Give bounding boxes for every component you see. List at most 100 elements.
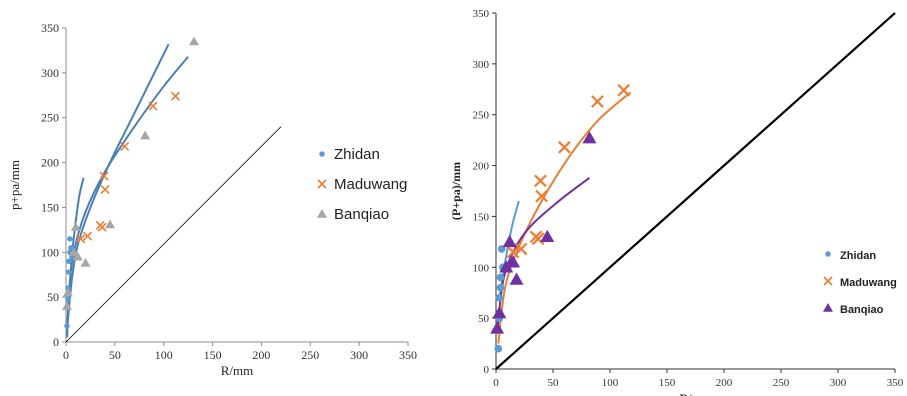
legend-marker xyxy=(319,151,325,157)
data-point xyxy=(82,231,93,241)
data-point xyxy=(72,251,83,261)
data-point xyxy=(170,91,181,101)
data-point xyxy=(99,171,109,181)
y-tick-label: 300 xyxy=(473,59,490,71)
data-point xyxy=(534,174,547,188)
data-point xyxy=(591,95,604,108)
y-tick-label: 250 xyxy=(473,110,490,122)
data-point xyxy=(68,247,79,257)
legend-marker xyxy=(825,251,831,257)
data-point xyxy=(97,222,107,232)
data-point xyxy=(68,245,74,251)
x-tick-label: 350 xyxy=(887,377,904,389)
x-tick-label: 250 xyxy=(773,377,790,389)
legend-marker xyxy=(317,209,327,218)
x-tick-label: 300 xyxy=(350,348,368,362)
data-point xyxy=(509,272,524,285)
legend-marker xyxy=(823,276,833,286)
x-tick-label: 150 xyxy=(659,377,676,389)
data-point xyxy=(64,323,70,329)
data-point xyxy=(506,245,520,259)
data-point xyxy=(76,234,86,244)
data-point xyxy=(514,242,528,256)
data-point xyxy=(62,287,73,297)
data-point xyxy=(494,344,503,353)
data-point xyxy=(490,321,505,334)
x-axis-label: R/mm xyxy=(221,363,254,378)
legend: Zhidan Maduwang Banqiao xyxy=(823,250,897,316)
reference-line xyxy=(65,126,282,343)
y-tick-label: 100 xyxy=(41,245,59,259)
data-point xyxy=(140,130,151,140)
data-point xyxy=(120,141,130,151)
data-point xyxy=(582,131,597,144)
x-axis-label: R/mm xyxy=(680,391,712,396)
y-axis-label: p+pa/mm xyxy=(7,160,22,210)
y-tick-label: 100 xyxy=(473,262,490,274)
data-point xyxy=(189,36,200,46)
data-point xyxy=(617,83,631,97)
legend: Zhidan Maduwang Banqiao xyxy=(317,146,407,223)
data-point xyxy=(499,260,514,273)
x-tick-label: 250 xyxy=(301,348,319,362)
legend-marker xyxy=(317,179,327,189)
y-tick-label: 250 xyxy=(41,111,59,125)
y-tick-label: 350 xyxy=(473,8,490,20)
y-tick-label: 150 xyxy=(41,200,59,214)
data-point xyxy=(496,273,505,282)
data-point xyxy=(61,301,72,310)
trendline xyxy=(66,43,170,320)
data-point xyxy=(495,293,504,302)
data-point xyxy=(80,258,91,267)
legend-marker xyxy=(823,303,833,312)
y-tick-label: 150 xyxy=(473,211,490,223)
data-point xyxy=(531,232,545,246)
series-maduwang xyxy=(506,83,631,259)
legend-label: Maduwang xyxy=(334,176,407,193)
data-point xyxy=(104,219,115,229)
x-tick-label: 350 xyxy=(399,348,417,362)
legend-label: Zhidan xyxy=(334,146,380,163)
y-tick-label: 300 xyxy=(41,66,59,80)
x-tick-label: 100 xyxy=(155,348,173,362)
x-tick-label: 300 xyxy=(830,377,847,389)
x-tick-label: 150 xyxy=(204,348,222,362)
data-point xyxy=(148,101,158,111)
data-point xyxy=(66,269,72,275)
x-tick-label: 50 xyxy=(109,348,121,362)
y-tick-label: 0 xyxy=(53,335,59,349)
series-banqiao xyxy=(490,131,597,334)
series-maduwang xyxy=(76,91,181,244)
legend-label: Maduwang xyxy=(840,277,897,289)
x-tick-label: 200 xyxy=(716,377,733,389)
y-tick-label: 200 xyxy=(41,156,59,170)
trendline xyxy=(497,91,632,344)
y-tick-label: 0 xyxy=(484,364,490,376)
reference-line xyxy=(495,12,896,370)
chart-right: 0 50 100 150 200 250 300 350 0 50 100 150 200 250 300 3… xyxy=(449,8,904,396)
data-point xyxy=(65,296,71,302)
x-tick-label: 100 xyxy=(602,377,619,389)
data-point xyxy=(502,234,517,248)
data-point xyxy=(67,236,73,242)
legend-label: Banqiao xyxy=(840,304,884,316)
data-point xyxy=(496,283,505,292)
x-tick-label: 200 xyxy=(252,348,270,362)
x-tick-label: 50 xyxy=(548,377,560,389)
y-tick-label: 350 xyxy=(41,21,59,35)
data-point xyxy=(70,222,81,231)
data-point xyxy=(558,140,571,154)
data-point xyxy=(540,229,555,243)
y-tick-label: 50 xyxy=(478,313,490,325)
legend-label: Banqiao xyxy=(334,206,389,223)
data-point xyxy=(506,255,521,268)
data-point xyxy=(66,258,72,265)
data-point xyxy=(535,189,548,203)
chart-left: 0 50 100 150 200 250 300 350 0 50 100 150 200 250 300 3… xyxy=(7,21,417,378)
data-point xyxy=(100,184,110,195)
trendline xyxy=(65,56,189,338)
y-tick-label: 200 xyxy=(473,161,490,173)
y-tick-label: 50 xyxy=(47,290,59,304)
y-axis-label: (P+pa)/mm xyxy=(449,162,463,220)
data-point xyxy=(492,306,507,319)
